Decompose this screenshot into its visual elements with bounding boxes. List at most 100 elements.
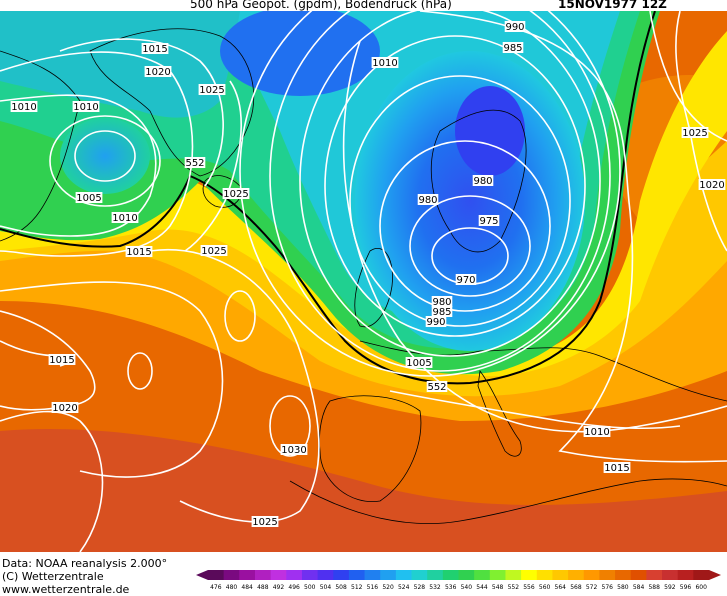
- scale-tick-label: 544: [476, 584, 488, 591]
- pressure-label: 985: [503, 43, 522, 54]
- scale-tick-label: 476: [210, 584, 222, 591]
- scale-tick-label: 484: [241, 584, 253, 591]
- europe-coast: [359, 340, 727, 402]
- isobar-1010-med: [389, 390, 681, 430]
- scale-tick-label: 548: [492, 584, 504, 591]
- isobar-1020-west: [59, 38, 224, 187]
- pressure-label: 985: [432, 307, 451, 318]
- pressure-label: 1010: [584, 427, 609, 438]
- pressure-label: 1010: [11, 102, 36, 113]
- scale-tick-label: 552: [508, 584, 520, 591]
- pressure-label-box: [603, 462, 631, 473]
- pressure-label: 1020: [699, 180, 724, 191]
- pressure-label-box: [698, 179, 726, 190]
- pressure-label: 1025: [682, 128, 707, 139]
- pressure-label-box: [431, 306, 453, 317]
- pressure-label: 1020: [145, 67, 170, 78]
- scale-tick-label: 528: [414, 584, 426, 591]
- pressure-label-box: [405, 357, 433, 368]
- pressure-label-box: [502, 42, 524, 53]
- website[interactable]: www.wetterzentrale.de: [2, 583, 130, 596]
- pressure-label-box: [583, 426, 611, 437]
- contour-552: [0, 11, 656, 385]
- scale-tick-label: 536: [445, 584, 457, 591]
- scale-tick-label: 600: [695, 584, 707, 591]
- scale-tick-label: 580: [617, 584, 629, 591]
- pressure-label-box: [75, 192, 103, 203]
- low-pressure-core: [355, 51, 585, 351]
- pressure-label: 552: [185, 158, 204, 169]
- pressure-label: 1025: [252, 517, 277, 528]
- pressure-label-box: [371, 57, 399, 68]
- pressure-label-box: [144, 66, 172, 77]
- pressure-label: 1010: [372, 58, 397, 69]
- scale-cell: [364, 570, 381, 580]
- pressure-label-box: [72, 101, 100, 112]
- isobar-1000: [269, 11, 611, 372]
- isobar-995: [299, 11, 601, 357]
- pressure-label: 1015: [142, 44, 167, 55]
- pressure-label-box: [141, 43, 169, 54]
- pressure-label-box: [431, 296, 453, 307]
- isobar-west-low-inner: [74, 130, 136, 182]
- isobar-west-low-1005: [49, 115, 161, 207]
- pressure-label-box: [198, 84, 226, 95]
- pressure-label-box: [48, 354, 76, 365]
- pressure-label: 1005: [76, 193, 101, 204]
- scale-cell: [270, 570, 287, 580]
- isobar-1025-small: [127, 352, 153, 390]
- scale-tick-label: 496: [288, 584, 300, 591]
- isobar-1005: [239, 11, 621, 377]
- color-scale: 476 480 484 488 492 496 500 504 508 512 516 520 524 5…: [196, 570, 721, 591]
- isobar-1025-atlantic: [0, 281, 224, 478]
- scale-cell: [568, 570, 585, 580]
- pressure-label: 552: [427, 382, 446, 393]
- scale-tick-label: 592: [664, 584, 676, 591]
- scale-cell: [599, 570, 616, 580]
- north-america-outline: [0, 50, 81, 242]
- pressure-label-box: [472, 175, 494, 186]
- pressure-label: 980: [432, 297, 451, 308]
- scale-arrow-right: [709, 570, 721, 580]
- pressure-label: 1025: [223, 189, 248, 200]
- low-pressure-west: [60, 118, 150, 194]
- scale-tick-label: 524: [398, 584, 410, 591]
- pressure-label-box: [10, 101, 38, 112]
- pressure-label-box: [184, 157, 206, 168]
- scale-cell: [474, 570, 491, 580]
- zone-west-cyan: [0, 11, 240, 118]
- scale-cell: [615, 570, 632, 580]
- pressure-label-box: [425, 316, 447, 327]
- scale-cell: [536, 570, 553, 580]
- pressure-label: 1015: [49, 355, 74, 366]
- pressure-label: 1010: [73, 102, 98, 113]
- britain-outline: [354, 248, 393, 328]
- scale-tick-label: 520: [382, 584, 394, 591]
- scale-cell: [552, 570, 569, 580]
- pressure-label: 1020: [52, 403, 77, 414]
- scale-tick-label: 556: [523, 584, 535, 591]
- isobar-1015-east: [419, 11, 727, 463]
- scale-tick-label: 504: [320, 584, 332, 591]
- pressure-label: 975: [479, 216, 498, 227]
- scale-cell: [380, 570, 397, 580]
- scale-cell: [301, 570, 319, 580]
- scale-tick-label: 512: [351, 584, 363, 591]
- scale-tick-label: 540: [461, 584, 473, 591]
- scale-tick-label: 492: [273, 584, 285, 591]
- pressure-label: 1030: [281, 445, 306, 456]
- pressure-label: 1005: [406, 358, 431, 369]
- pressure-label-box: [251, 516, 279, 527]
- pressure-label: 1015: [126, 247, 151, 258]
- isobar-1010-east: [342, 40, 727, 433]
- scale-cell: [427, 570, 444, 580]
- scale-tick-label: 508: [335, 584, 347, 591]
- scale-cell: [521, 570, 538, 580]
- scale-tick-label: 576: [602, 584, 614, 591]
- isobar-1015-west: [0, 51, 194, 257]
- scale-cell: [505, 570, 522, 580]
- pressure-label: 990: [426, 317, 445, 328]
- isobar-1020-atlantic: [0, 310, 96, 411]
